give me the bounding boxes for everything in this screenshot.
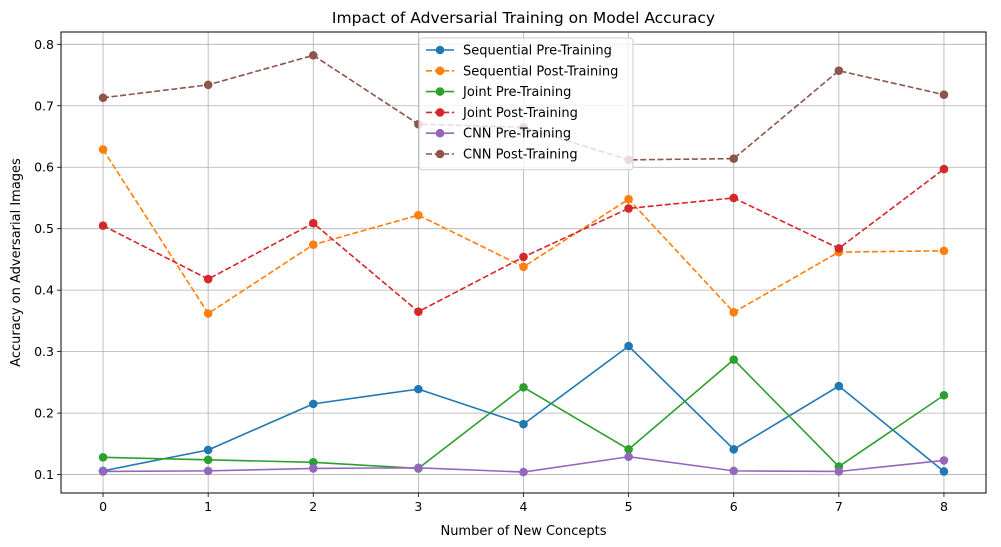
series-layer <box>98 51 949 477</box>
data-point <box>414 210 423 220</box>
data-point <box>729 466 739 476</box>
series-cnn-pre-training <box>98 452 949 477</box>
data-point <box>834 66 844 76</box>
data-point <box>624 452 633 462</box>
data-point <box>203 309 213 318</box>
data-point <box>203 80 213 90</box>
data-point <box>624 204 633 213</box>
legend-label: CNN Post-Training <box>463 148 578 163</box>
data-point <box>203 455 213 465</box>
y-tick-label: 0.6 <box>34 160 54 175</box>
data-point <box>729 355 739 364</box>
legend-box <box>418 37 634 171</box>
data-point <box>98 93 108 103</box>
data-point <box>308 464 318 473</box>
x-tick-label: 0 <box>99 499 107 514</box>
data-point <box>98 221 108 230</box>
data-point <box>308 399 318 409</box>
data-point <box>939 164 949 174</box>
y-tick-label: 0.4 <box>34 283 54 298</box>
x-tick-label: 4 <box>520 499 528 514</box>
x-tick-label: 8 <box>940 499 948 514</box>
chart-title: Impact of Adversarial Training on Model … <box>332 9 715 27</box>
x-tick-label: 6 <box>730 499 738 514</box>
data-point <box>939 456 949 465</box>
data-point <box>729 154 739 163</box>
data-point <box>939 467 949 476</box>
legend-item: Joint Pre-Training <box>426 85 571 100</box>
legend-marker <box>435 108 445 117</box>
data-point <box>519 382 528 392</box>
y-axis-label: Accuracy on Adversarial Images <box>9 158 24 367</box>
data-point <box>414 307 423 316</box>
data-point <box>308 240 318 249</box>
data-point <box>939 90 949 99</box>
x-tick-label: 1 <box>204 499 212 514</box>
data-point <box>624 445 633 454</box>
data-point <box>519 252 528 262</box>
legend-marker <box>435 128 445 138</box>
data-point <box>834 244 844 253</box>
data-point <box>414 463 423 473</box>
legend-item: CNN Post-Training <box>426 148 578 163</box>
x-tick-label: 3 <box>414 499 422 514</box>
data-point <box>624 194 633 204</box>
legend-item: Sequential Pre-Training <box>426 44 612 59</box>
y-tick-label: 0.7 <box>34 98 54 113</box>
data-point <box>519 467 528 477</box>
ticks: 0 1 2 3 4 5 6 7 8 0.1 0.2 0.3 0.4 0.5 0.6 0.7 0.8 <box>34 37 948 514</box>
legend-item: CNN Pre-Training <box>426 127 571 142</box>
legend-marker <box>435 45 445 55</box>
series-joint-post-training <box>98 164 949 316</box>
data-point <box>519 419 528 429</box>
legend-item: Joint Post-Training <box>426 106 578 121</box>
data-point <box>939 246 949 256</box>
data-point <box>414 384 423 394</box>
data-point <box>624 341 633 351</box>
data-point <box>519 262 528 272</box>
data-point <box>203 466 213 476</box>
x-tick-label: 7 <box>835 499 843 514</box>
y-tick-label: 0.3 <box>34 344 54 359</box>
y-tick-label: 0.5 <box>34 221 54 236</box>
legend-marker <box>435 66 445 76</box>
series-line <box>102 54 945 161</box>
x-tick-label: 2 <box>309 499 317 514</box>
x-tick-label: 5 <box>625 499 633 514</box>
legend-label: Joint Post-Training <box>462 106 578 121</box>
y-tick-label: 0.8 <box>34 37 54 52</box>
legend-item: Sequential Post-Training <box>426 64 618 79</box>
data-point <box>729 445 739 454</box>
data-point <box>98 145 108 154</box>
data-point <box>834 381 844 391</box>
series-sequential-post-training <box>98 145 949 318</box>
x-axis-label: Number of New Concepts <box>440 524 606 539</box>
data-point <box>729 307 739 317</box>
data-point <box>834 467 844 476</box>
data-point <box>203 445 213 455</box>
data-point <box>729 193 739 203</box>
data-point <box>98 467 108 476</box>
data-point <box>939 390 949 400</box>
y-tick-label: 0.2 <box>34 406 54 421</box>
legend-marker <box>435 87 445 96</box>
legend-label: CNN Pre-Training <box>463 127 571 142</box>
data-point <box>203 274 213 284</box>
y-tick-label: 0.1 <box>34 467 54 482</box>
data-point <box>308 218 318 228</box>
legend-label: Sequential Post-Training <box>463 64 618 79</box>
legend-label: Joint Pre-Training <box>462 85 571 100</box>
data-point <box>308 457 318 467</box>
series-joint-pre-training <box>98 355 949 473</box>
data-point <box>308 51 318 60</box>
legend-marker <box>435 149 445 159</box>
data-point <box>98 453 108 462</box>
legend-label: Sequential Pre-Training <box>463 44 612 59</box>
legend: Sequential Pre-Training Sequential Post-T… <box>418 37 634 171</box>
